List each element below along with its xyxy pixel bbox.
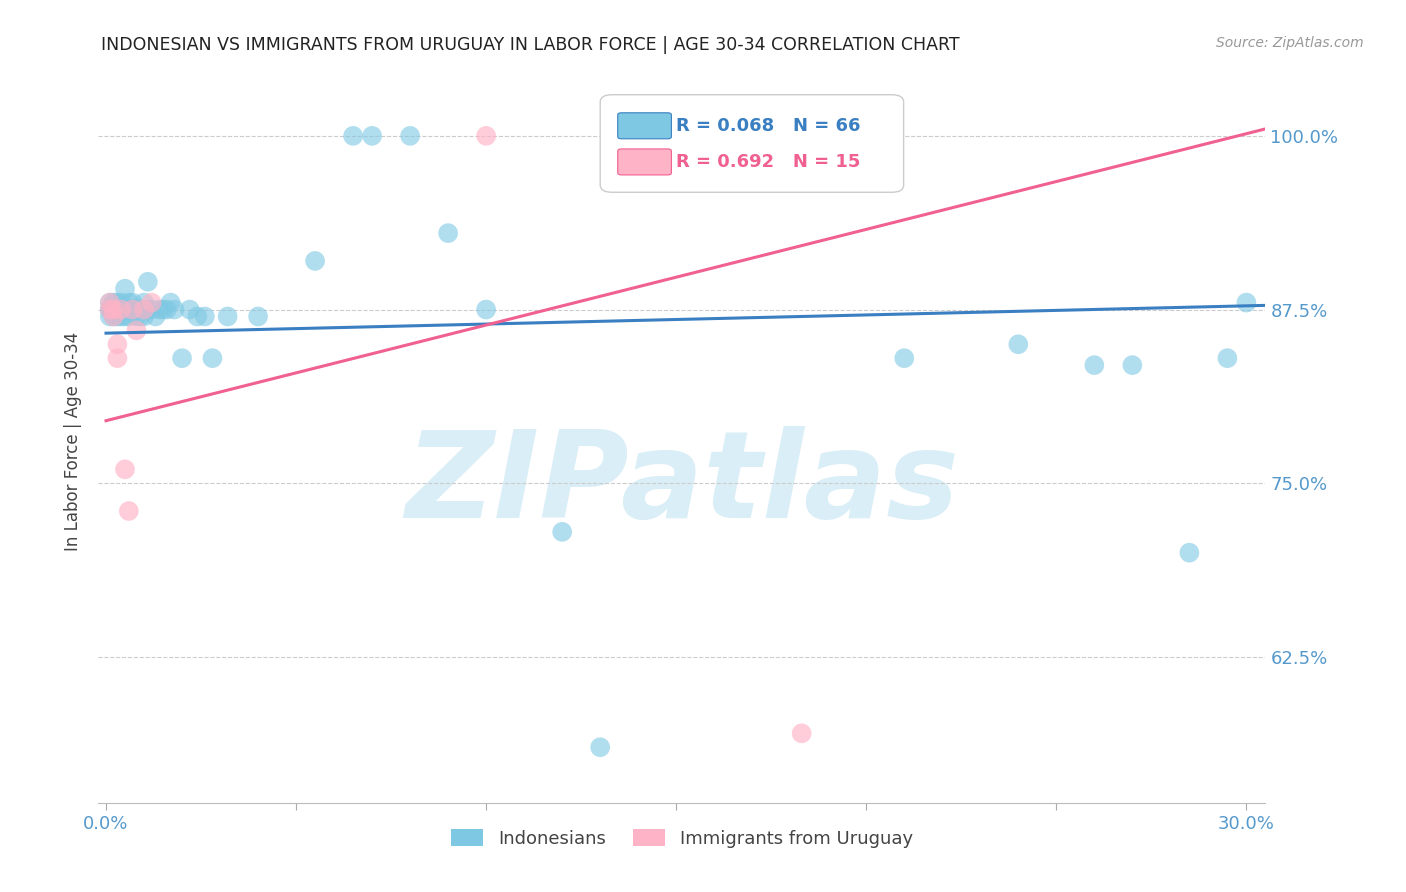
Point [98,302,121,317]
Point [118,302,141,317]
Point [125,310,148,324]
Point [125,323,148,337]
Point [201,351,224,366]
Legend: Indonesians, Immigrants from Uruguay: Indonesians, Immigrants from Uruguay [444,822,920,855]
Point [98,295,121,310]
Point [103,302,125,317]
Point [98,310,121,324]
Point [121,302,143,317]
FancyBboxPatch shape [617,149,672,175]
Point [399,128,422,143]
Point [893,351,915,366]
Point [129,302,152,317]
Point [118,310,141,324]
Point [110,302,132,317]
Point [217,310,239,324]
Point [1121,358,1143,372]
Point [121,295,143,310]
Text: R = 0.068   N = 66: R = 0.068 N = 66 [676,117,860,135]
Point [790,726,813,740]
Point [141,302,163,317]
Point [156,302,179,317]
Point [114,302,136,317]
Point [186,310,208,324]
Point [342,128,364,143]
Point [98,302,121,317]
Point [114,310,136,324]
Point [475,128,498,143]
Point [1083,358,1105,372]
Point [110,302,132,317]
Point [103,302,125,317]
Point [107,302,129,317]
Point [103,310,125,324]
Text: INDONESIAN VS IMMIGRANTS FROM URUGUAY IN LABOR FORCE | AGE 30-34 CORRELATION CHA: INDONESIAN VS IMMIGRANTS FROM URUGUAY IN… [101,36,960,54]
Point [121,302,143,317]
Point [114,282,136,296]
Point [107,302,129,317]
Point [551,524,574,539]
Point [1216,351,1239,366]
Point [645,128,668,143]
Point [145,310,167,324]
Point [247,310,270,324]
Point [148,302,170,317]
Point [107,295,129,310]
FancyBboxPatch shape [600,95,904,193]
Point [103,302,125,317]
Point [125,302,148,317]
Point [475,302,498,317]
Point [98,295,121,310]
Point [170,351,193,366]
Point [114,302,136,317]
Text: Source: ZipAtlas.com: Source: ZipAtlas.com [1216,36,1364,50]
Point [103,310,125,324]
Point [114,462,136,476]
Point [110,302,132,317]
Point [141,295,163,310]
Point [129,310,152,324]
Y-axis label: In Labor Force | Age 30-34: In Labor Force | Age 30-34 [63,332,82,551]
Point [121,302,143,317]
Point [118,504,141,518]
Point [107,337,129,351]
Point [1178,546,1201,560]
Point [132,302,155,317]
Point [98,302,121,317]
Point [132,310,155,324]
Point [132,295,155,310]
Point [110,310,132,324]
Point [1007,337,1029,351]
Point [136,275,159,289]
Point [179,302,201,317]
Point [103,302,125,317]
Point [194,310,217,324]
Point [163,302,186,317]
FancyBboxPatch shape [617,112,672,139]
Point [107,302,129,317]
Text: R = 0.692   N = 15: R = 0.692 N = 15 [676,153,860,171]
Point [304,254,326,268]
Point [361,128,384,143]
Point [159,295,181,310]
Point [110,295,132,310]
Point [152,302,174,317]
Point [437,226,460,240]
Point [1234,295,1257,310]
Point [136,302,159,317]
Point [118,295,141,310]
Point [107,351,129,366]
Point [103,295,125,310]
Point [107,310,129,324]
Point [589,740,612,755]
Text: ZIPatlas: ZIPatlas [405,426,959,543]
